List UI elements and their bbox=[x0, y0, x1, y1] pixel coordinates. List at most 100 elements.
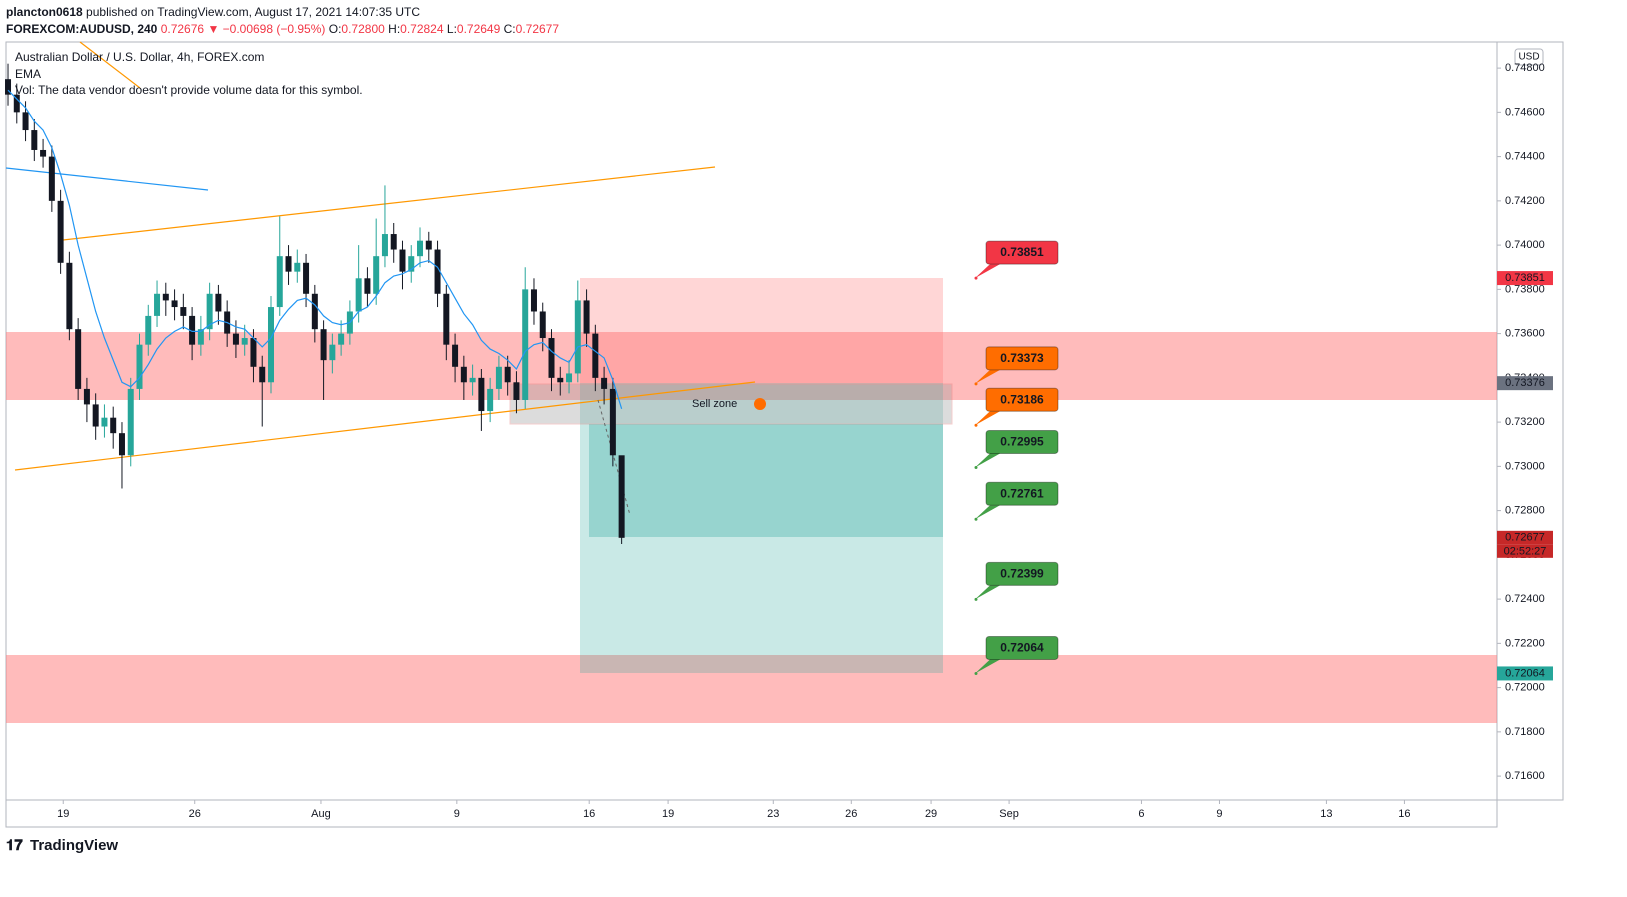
candle-body bbox=[241, 338, 248, 345]
candle-body bbox=[530, 289, 537, 312]
candle-body bbox=[189, 315, 196, 345]
candle-body bbox=[57, 200, 64, 263]
legend-vol: Vol: The data vendor doesn't provide vol… bbox=[15, 83, 363, 97]
y-tick-label: 0.73200 bbox=[1505, 416, 1545, 428]
price-tag bbox=[1497, 666, 1553, 681]
price-tag-label: 0.72677 bbox=[1505, 532, 1545, 544]
candle-body bbox=[162, 293, 169, 301]
candle-body bbox=[22, 112, 29, 131]
candle-body bbox=[13, 94, 20, 113]
currency: USD bbox=[1518, 52, 1539, 63]
callout-box bbox=[985, 387, 1059, 412]
candle-body bbox=[118, 433, 125, 456]
y-tick-label: 0.74800 bbox=[1505, 62, 1545, 74]
callout-anchor bbox=[974, 465, 978, 469]
callout-label: 0.72064 bbox=[1000, 641, 1044, 655]
x-tick-label: 9 bbox=[454, 808, 460, 820]
candle-body bbox=[373, 256, 380, 294]
candle-body bbox=[101, 417, 108, 427]
x-tick-label: 16 bbox=[1398, 808, 1410, 820]
candle-body bbox=[355, 278, 362, 312]
x-tick-label: 13 bbox=[1320, 808, 1332, 820]
trend-line bbox=[5, 167, 209, 191]
candle-body bbox=[338, 333, 345, 345]
candle-body bbox=[303, 262, 310, 294]
x-tick-label: 9 bbox=[1216, 808, 1222, 820]
y-tick-label: 0.74000 bbox=[1505, 239, 1545, 251]
callout-anchor bbox=[974, 423, 978, 427]
callout-box bbox=[985, 346, 1059, 371]
ohlc-label: H: bbox=[388, 22, 401, 36]
callout-box bbox=[985, 481, 1059, 506]
candle-body bbox=[460, 366, 467, 383]
price-tag bbox=[1497, 376, 1553, 391]
author: plancton0618 bbox=[6, 5, 83, 19]
ohlc-label: C: bbox=[503, 22, 516, 36]
candle-body bbox=[557, 377, 564, 383]
candle-body bbox=[232, 333, 239, 345]
x-tick-label: 26 bbox=[189, 808, 201, 820]
candle-body bbox=[171, 300, 178, 308]
candle-body bbox=[75, 329, 82, 389]
callout-label: 0.72995 bbox=[1000, 435, 1044, 449]
callout-anchor bbox=[974, 671, 978, 675]
x-tick-label: 16 bbox=[583, 808, 595, 820]
candle-body bbox=[583, 300, 590, 334]
candle-body bbox=[136, 344, 143, 389]
candle-body bbox=[180, 307, 187, 316]
candle-body bbox=[311, 293, 318, 330]
sell-zone bbox=[509, 383, 953, 425]
change: ▼ −0.00698 (−0.95%) bbox=[207, 22, 326, 36]
candle-body bbox=[329, 344, 336, 361]
x-tick-label: Sep bbox=[999, 808, 1019, 820]
callout-box bbox=[985, 561, 1059, 586]
ohlc-value: 0.72649 bbox=[456, 22, 501, 36]
candle-body bbox=[294, 262, 301, 272]
candle-body bbox=[609, 388, 616, 456]
candle-body bbox=[399, 249, 406, 272]
countdown-box bbox=[1497, 544, 1553, 558]
price-tag-label: 0.72064 bbox=[1505, 667, 1545, 679]
candle-body bbox=[548, 338, 555, 378]
channel-top bbox=[62, 166, 716, 241]
symbol: FOREXCOM:AUDUSD, 240 bbox=[6, 22, 158, 36]
ohlc-label: L: bbox=[446, 22, 457, 36]
callout-label: 0.73851 bbox=[1000, 245, 1044, 259]
callout-label: 0.73186 bbox=[1000, 392, 1044, 406]
y-tick-label: 0.73600 bbox=[1505, 328, 1545, 340]
callout-box bbox=[985, 429, 1059, 454]
stop-area bbox=[580, 278, 943, 383]
candle-body bbox=[390, 234, 397, 250]
candle-body bbox=[504, 366, 511, 383]
candle-body bbox=[478, 377, 485, 412]
logo: 𝟏𝟕 bbox=[6, 837, 23, 854]
brand: TradingView bbox=[30, 837, 118, 854]
callout-label: 0.73373 bbox=[1000, 351, 1044, 365]
target-area bbox=[580, 383, 943, 673]
callout-anchor bbox=[974, 597, 978, 601]
candle-body bbox=[592, 333, 599, 378]
candle-body bbox=[250, 338, 257, 367]
candle-body bbox=[127, 388, 134, 456]
x-tick-label: 26 bbox=[845, 808, 857, 820]
time-axis bbox=[5, 799, 1498, 828]
x-tick-label: 29 bbox=[925, 808, 937, 820]
filled-area bbox=[589, 424, 943, 537]
candle-body bbox=[434, 249, 441, 294]
candle-body bbox=[92, 404, 99, 427]
callout-box bbox=[985, 240, 1059, 265]
callout-pointer bbox=[975, 505, 1000, 520]
callout-anchor bbox=[974, 276, 978, 280]
y-tick-label: 0.72000 bbox=[1505, 682, 1545, 694]
candle-body bbox=[40, 149, 47, 157]
candle-body bbox=[48, 156, 55, 201]
currency-box bbox=[1514, 48, 1544, 66]
ohlc-value: 0.72677 bbox=[515, 22, 560, 36]
candle-body bbox=[601, 377, 608, 389]
candle-body bbox=[83, 388, 90, 405]
callout-pointer bbox=[975, 411, 1000, 426]
candle-body bbox=[487, 388, 494, 412]
x-tick-label: Aug bbox=[311, 808, 331, 820]
channel-bottom bbox=[14, 381, 756, 471]
y-tick-label: 0.71600 bbox=[1505, 770, 1545, 782]
